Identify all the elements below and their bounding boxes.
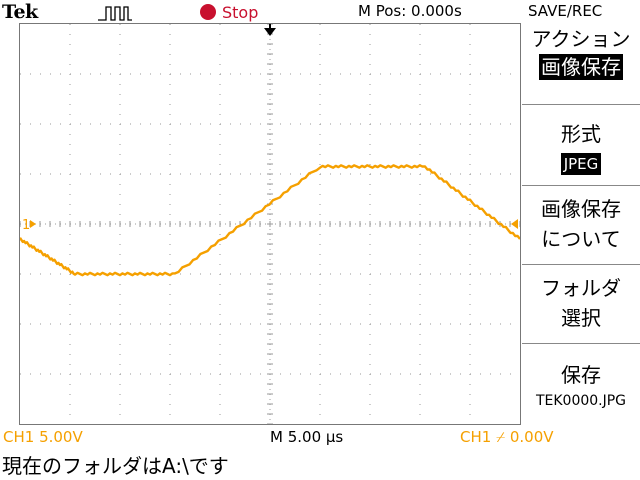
save-label: 保存 (561, 363, 601, 387)
ch1-scale-readout: CH1 5.00V (3, 428, 83, 446)
status-message: 現在のフォルダはA:\です (2, 454, 229, 478)
stop-icon (200, 4, 216, 20)
menu-title: SAVE/REC (528, 2, 603, 20)
graticule: 1 (20, 24, 520, 424)
folder-line2: 選択 (561, 306, 601, 330)
horizontal-position-readout: M Pos: 0.000s (358, 2, 462, 20)
brand-logo: Tek (2, 1, 38, 23)
folder-line1: フォルダ (541, 276, 621, 300)
about-line2: について (541, 227, 621, 251)
run-stop-indicator[interactable]: Stop (200, 1, 258, 23)
menu-format-button[interactable]: 形式 JPEG (522, 105, 640, 186)
menu-folder-button[interactable]: フォルダ 選択 (522, 265, 640, 344)
trigger-readout: CH1 ⌿ 0.00V (460, 428, 554, 446)
run-state-label: Stop (222, 2, 259, 22)
menu-about-button[interactable]: 画像保存 について (522, 186, 640, 265)
pulse-icon (98, 6, 132, 21)
format-label: 形式 (561, 122, 601, 146)
status-bar: Tek Stop M Pos: 0.000s SAVE/REC (0, 0, 640, 24)
menu-action-button[interactable]: アクション 画像保存 (522, 24, 640, 105)
save-filename: TEK0000.JPG (535, 393, 627, 409)
trigger-position-marker (264, 24, 276, 36)
action-label: アクション (531, 27, 631, 51)
action-value: 画像保存 (539, 54, 623, 80)
side-menu: アクション 画像保存 形式 JPEG 画像保存 について フォルダ 選択 保存 … (522, 24, 640, 424)
timebase-readout: M 5.00 µs (270, 428, 344, 446)
ch1-ground-marker: 1 (22, 218, 30, 233)
waveform-display: 1 (19, 23, 521, 425)
about-line1: 画像保存 (541, 197, 621, 221)
format-value: JPEG (560, 153, 602, 175)
menu-save-button[interactable]: 保存 TEK0000.JPG (522, 344, 640, 424)
ch1-ground-arrow (30, 220, 36, 228)
ch1-waveform-trace (20, 164, 520, 277)
trigger-level-marker (511, 219, 518, 229)
